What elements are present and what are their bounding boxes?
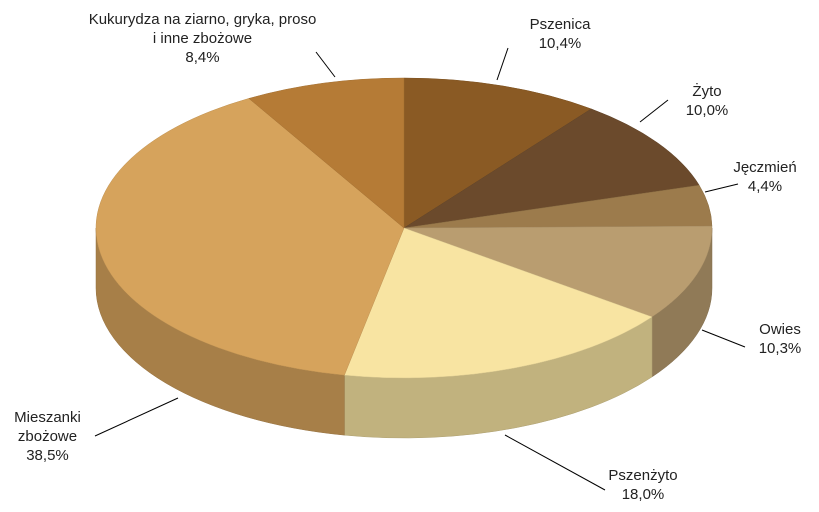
slice-label: Mieszanki zbożowe 38,5% [0,408,95,465]
slice [403,225,713,318]
leader-line [94,397,179,437]
category-label: Pszenżyto [608,467,678,484]
slice [403,77,592,229]
slice-label: Jęczmień 4,4% [720,158,810,196]
slice-label: Żyto 10,0% [652,82,762,120]
slice [248,77,405,229]
category-label: Owies [759,321,801,338]
value-label: 10,3% [758,340,802,357]
slice-label: Pszenica 10,4% [505,15,615,53]
leader-line [496,47,509,81]
value-label: 10,0% [685,102,729,119]
leader-line [704,183,739,193]
value-label: 18,0% [621,486,665,503]
leader-line [639,99,669,123]
category-label: Mieszanki zbożowe [14,409,81,445]
category-label: Jęczmień [733,159,797,176]
slice-label: Kukurydza na ziarno, gryka, proso i inne… [85,10,320,67]
value-label: 10,4% [538,35,582,52]
leader-line [504,434,606,491]
slice-label: Pszenżyto 18,0% [588,466,698,504]
slice [95,98,405,376]
slice-label: Owies 10,3% [725,320,819,358]
leader-line [315,51,336,78]
leader-line [701,329,746,348]
value-label: 38,5% [26,447,69,464]
value-label: 4,4% [747,178,783,195]
slice [344,227,653,379]
category-label: Żyto [692,83,722,100]
value-label: 8,4% [185,49,220,66]
category-label: Kukurydza na ziarno, gryka, proso i inne… [88,11,317,47]
category-label: Pszenica [529,16,591,33]
slice [403,108,700,229]
